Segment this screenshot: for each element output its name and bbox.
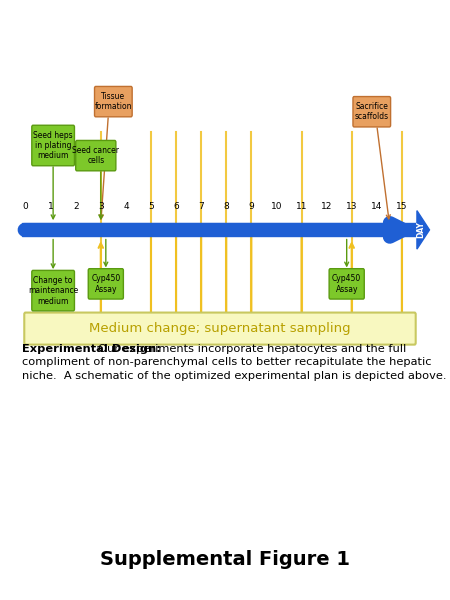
Text: Seed cancer
cells: Seed cancer cells (72, 146, 119, 166)
Polygon shape (417, 211, 429, 249)
FancyBboxPatch shape (94, 86, 132, 117)
FancyBboxPatch shape (329, 269, 364, 299)
Text: Cyp450
Assay: Cyp450 Assay (91, 274, 121, 293)
FancyBboxPatch shape (76, 140, 116, 171)
Text: DAY: DAY (416, 221, 425, 238)
Text: 15: 15 (396, 202, 408, 211)
Text: 7: 7 (198, 202, 204, 211)
Text: Tissue
formation: Tissue formation (94, 92, 132, 112)
Text: Our experiments incorporate hepatocytes and the full compliment of non-parenchym: Our experiments incorporate hepatocytes … (22, 344, 447, 380)
Text: 12: 12 (321, 202, 332, 211)
Text: Medium change; supernatant sampling: Medium change; supernatant sampling (89, 322, 351, 335)
Text: 8: 8 (223, 202, 229, 211)
Text: Experimental Design:: Experimental Design: (22, 344, 161, 354)
Text: 0: 0 (22, 202, 28, 211)
FancyBboxPatch shape (32, 125, 74, 166)
Text: 11: 11 (296, 202, 307, 211)
Text: 4: 4 (123, 202, 129, 211)
FancyBboxPatch shape (32, 271, 74, 311)
Text: Seed heps
in plating
medium: Seed heps in plating medium (33, 131, 73, 160)
Text: 3: 3 (98, 202, 104, 211)
FancyBboxPatch shape (353, 97, 391, 127)
Text: 1: 1 (48, 202, 54, 211)
Text: Cyp450
Assay: Cyp450 Assay (332, 274, 361, 293)
Text: 2: 2 (73, 202, 78, 211)
FancyBboxPatch shape (88, 269, 123, 299)
Text: 5: 5 (148, 202, 154, 211)
FancyBboxPatch shape (24, 313, 416, 344)
Bar (22, 223, 422, 236)
Text: Sacrifice
scaffolds: Sacrifice scaffolds (355, 102, 389, 121)
Text: 6: 6 (173, 202, 179, 211)
Text: 9: 9 (248, 202, 254, 211)
Text: 13: 13 (346, 202, 357, 211)
Text: 14: 14 (371, 202, 382, 211)
Text: 10: 10 (271, 202, 282, 211)
Text: Change to
maintenance
medium: Change to maintenance medium (28, 276, 78, 305)
Text: Supplemental Figure 1: Supplemental Figure 1 (100, 550, 350, 569)
